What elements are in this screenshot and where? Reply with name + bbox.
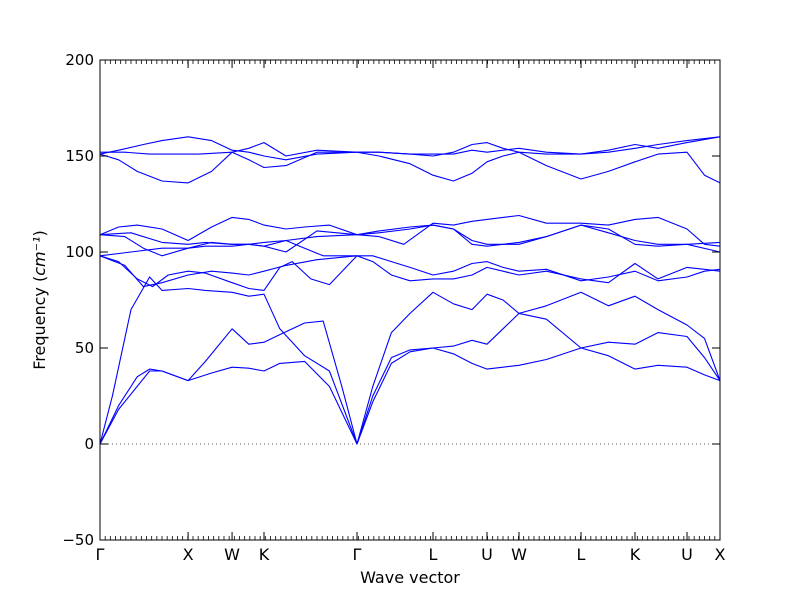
band-line-9 <box>99 230 358 253</box>
band-line-19 <box>356 214 721 247</box>
y-axis-unit: cm⁻¹ <box>30 237 49 276</box>
y-tick-label: 100 <box>65 243 94 261</box>
x-tick-label: K <box>630 545 641 564</box>
x-tick-label: X <box>183 545 194 564</box>
y-tick-label: 50 <box>75 339 94 357</box>
band-line-1 <box>99 360 358 445</box>
band-line-16 <box>356 255 721 284</box>
band-line-14 <box>356 312 721 445</box>
x-tick-label: Γ <box>96 545 105 564</box>
band-line-17 <box>357 255 721 282</box>
band-line-4 <box>99 255 358 291</box>
band-line-13 <box>356 347 721 445</box>
y-axis-label-text: Frequency <box>30 287 49 370</box>
x-tick-label: U <box>481 545 493 564</box>
band-line-3 <box>99 320 358 445</box>
x-tick-label: W <box>224 545 240 564</box>
band-line-7 <box>99 234 358 257</box>
x-tick-label: Γ <box>353 545 362 564</box>
y-tick-label: 200 <box>65 51 94 69</box>
band-line-11 <box>99 142 358 184</box>
x-tick-label: X <box>715 545 726 564</box>
y-tick-label: 0 <box>84 435 94 453</box>
x-tick-label: L <box>429 545 438 564</box>
x-tick-label: L <box>577 545 586 564</box>
band-line-6 <box>99 239 357 257</box>
x-axis-label: Wave vector <box>360 568 460 587</box>
band-line-22 <box>356 151 721 184</box>
band-line-23 <box>357 136 721 155</box>
band-line-20 <box>356 224 721 253</box>
y-axis-label-unit: (cm⁻¹) <box>30 230 49 282</box>
y-tick-label: 150 <box>65 147 94 165</box>
band-line-15 <box>356 291 721 445</box>
plot-frame <box>99 59 721 541</box>
series-layer <box>99 136 721 445</box>
band-line-18 <box>356 224 721 245</box>
band-line-2 <box>99 276 358 445</box>
x-tick-label: K <box>259 545 270 564</box>
ticks-layer <box>99 59 721 541</box>
band-line-8 <box>99 216 358 242</box>
band-line-5 <box>99 255 358 288</box>
y-tick-label: −50 <box>62 531 94 549</box>
y-axis-label: Frequency (cm⁻¹) <box>30 230 49 370</box>
band-line-10 <box>99 136 358 161</box>
band-line-12 <box>100 151 357 169</box>
x-tick-label: W <box>511 545 527 564</box>
x-tick-label: U <box>681 545 693 564</box>
